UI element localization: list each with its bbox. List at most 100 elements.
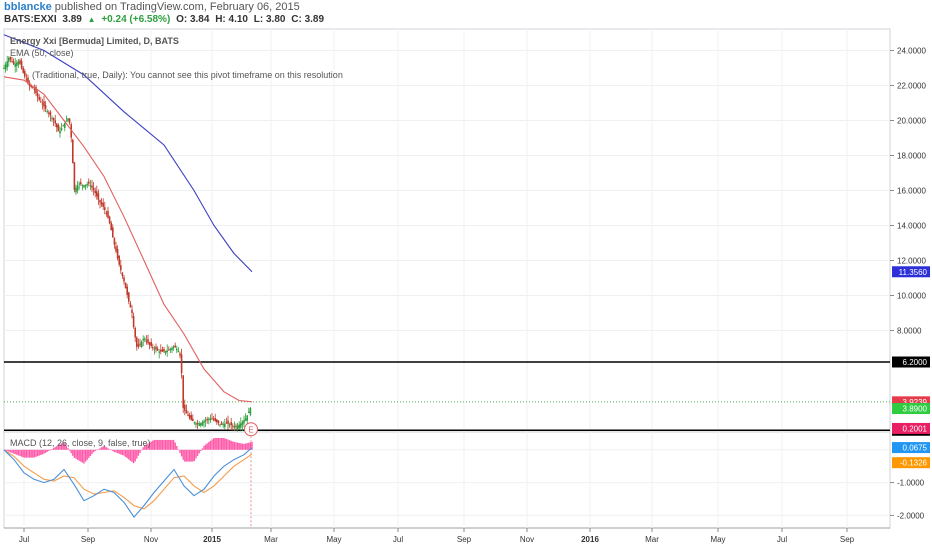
macd-histogram-bar	[206, 443, 208, 450]
candle-body	[249, 407, 252, 415]
candle-body	[209, 418, 212, 421]
macd-histogram-bar	[91, 449, 93, 455]
legend-ema50[interactable]: EMA (50, close)	[10, 48, 74, 58]
time-tick-label: May	[326, 535, 341, 544]
macd-histogram-bar	[148, 442, 151, 450]
macd-histogram-bar	[118, 449, 120, 454]
candle-body	[59, 131, 61, 134]
macd-tick-label: -1.0000	[897, 479, 925, 488]
candle-body	[80, 182, 82, 185]
candle-body	[92, 187, 95, 190]
macd-histogram-bar	[131, 449, 133, 462]
candle-body	[89, 185, 92, 187]
candle-body	[180, 354, 183, 374]
low-value: L: 3.80	[253, 14, 286, 25]
price-axis-ticks: 24.0000 22.0000 20.0000 18.0000 16.0000 14.00…	[890, 47, 926, 520]
macd-histogram-bar	[124, 449, 127, 457]
price-label-text: 11.3560	[899, 268, 928, 277]
earnings-marker[interactable]	[244, 422, 258, 437]
macd-histogram-bar	[49, 449, 52, 451]
macd-histogram-bar	[176, 446, 178, 450]
price-tick-label: 22.0000	[897, 82, 926, 91]
candle-body	[192, 418, 194, 422]
candle-body	[187, 414, 189, 416]
price-label-box	[892, 403, 930, 415]
candle-body	[97, 193, 100, 200]
macd-label-text: 0.2001	[903, 424, 928, 433]
candle-body	[67, 118, 69, 121]
macd-histogram-bar	[14, 449, 16, 455]
macd-histogram-bar	[88, 449, 90, 458]
candle-body	[243, 420, 245, 424]
candle-body	[142, 338, 144, 341]
macd-histogram-bar	[86, 449, 88, 460]
macd-histogram-bar	[137, 449, 140, 456]
candle-body	[11, 61, 13, 63]
candle-body	[94, 190, 96, 194]
candle-body	[214, 418, 216, 421]
macd-histogram-bar	[72, 449, 74, 456]
candles	[3, 55, 252, 432]
macd-histogram-bar	[59, 444, 61, 450]
macd-histogram-bar	[44, 449, 47, 453]
legend-pivots[interactable]: (Traditional, true, Daily): You cannot s…	[32, 70, 343, 80]
candle-body	[52, 118, 55, 120]
macd-histogram-bar	[161, 439, 164, 450]
macd-histogram-bar	[64, 443, 66, 450]
candle-body	[240, 423, 242, 428]
macd-histogram-bar	[241, 443, 244, 450]
macd-histogram-bar	[163, 439, 165, 450]
candle-body	[83, 185, 85, 188]
horizontal-levels[interactable]	[4, 361, 890, 432]
candle-body	[22, 67, 24, 73]
candle-body	[16, 62, 18, 66]
candle-body	[195, 423, 197, 425]
macd-histogram-bar	[195, 449, 197, 459]
macd-indicator	[3, 437, 890, 519]
macd-histogram-bar	[225, 438, 228, 450]
macd-histogram-bar	[222, 437, 224, 450]
macd-histogram-bar	[123, 449, 125, 456]
candle-body	[232, 425, 234, 427]
candle-body	[212, 418, 215, 420]
macd-histogram-bar	[198, 449, 200, 454]
macd-histogram-bar	[19, 449, 21, 457]
macd-histogram-bar	[70, 449, 72, 454]
macd-histogram-bar	[209, 440, 212, 450]
candle-body	[19, 60, 21, 64]
macd-histogram-bar	[193, 449, 196, 461]
candle-body	[32, 87, 34, 89]
candle-body	[200, 423, 202, 426]
candle-body	[51, 117, 53, 119]
candle-body	[70, 124, 72, 138]
macd-histogram-bar	[132, 449, 135, 464]
price-label-box	[892, 266, 930, 278]
macd-histogram-bar	[179, 449, 181, 453]
candle-body	[188, 415, 191, 418]
candle-body	[25, 79, 28, 81]
macd-histogram-bar	[76, 449, 79, 460]
candle-body	[241, 421, 244, 425]
price-label-box	[892, 356, 930, 368]
candle-body	[33, 88, 36, 90]
macd-histogram-bar	[102, 446, 104, 450]
macd-histogram-bar	[89, 449, 92, 457]
candle-body	[171, 347, 173, 350]
macd-legend[interactable]: MACD (12, 26, close, 9, false, true)	[10, 438, 151, 448]
candle-body	[105, 212, 108, 214]
candle-body	[76, 185, 79, 191]
author-link[interactable]: bblancke	[4, 1, 52, 13]
macd-histogram-bar	[208, 442, 210, 450]
macd-histogram-bar	[33, 449, 36, 458]
macd-histogram-bar	[75, 449, 77, 459]
candle-body	[46, 110, 48, 112]
candle-body	[49, 111, 52, 116]
macd-histogram-bar	[164, 439, 167, 450]
macd-histogram-bar	[28, 449, 31, 458]
candle-body	[190, 415, 192, 420]
candle-body	[6, 61, 8, 68]
price-tick-label: 24.0000	[897, 47, 926, 56]
macd-histogram-bar	[38, 449, 40, 456]
candle-body	[35, 87, 37, 94]
